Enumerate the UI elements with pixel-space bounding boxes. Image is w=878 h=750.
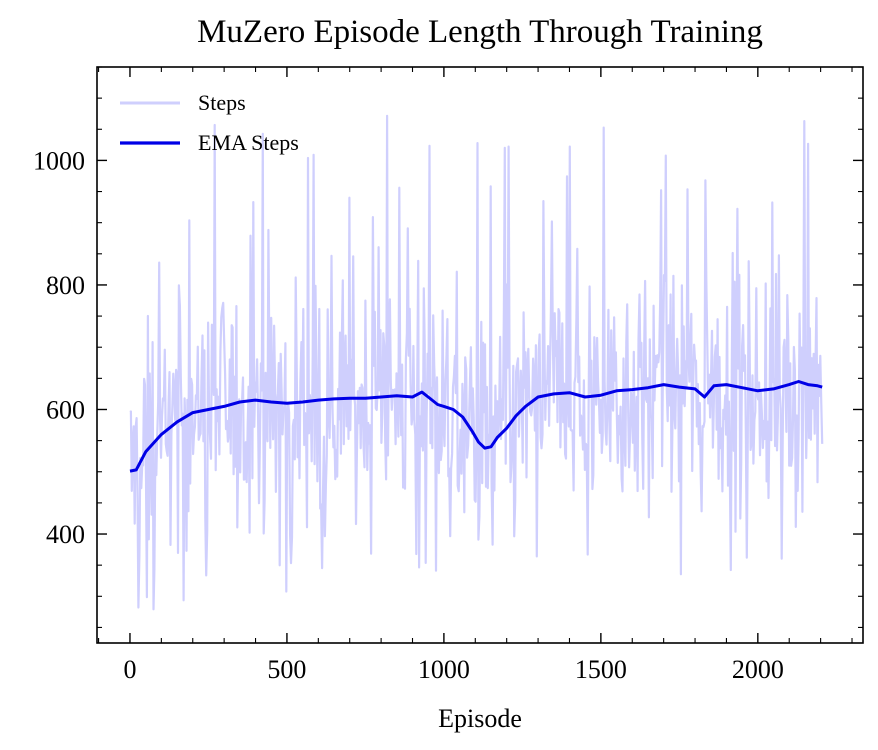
legend: Steps EMA Steps: [120, 90, 299, 155]
x-axis-label: Episode: [438, 704, 522, 733]
series-ema-steps-line: [129, 380, 823, 473]
legend-label: EMA Steps: [198, 130, 299, 155]
y-tick-label: 1000: [33, 146, 85, 175]
y-tick-label: 400: [46, 520, 85, 549]
chart-title: MuZero Episode Length Through Training: [197, 14, 763, 50]
series-steps-line: [129, 114, 824, 611]
x-tick-label: 2000: [732, 655, 784, 684]
x-tick-label: 500: [267, 655, 306, 684]
ticks-layer: 0 500 1000 1500 2000 400 600 800 1000: [33, 66, 863, 684]
x-tick-label: 0: [123, 655, 136, 684]
y-tick-label: 800: [46, 271, 85, 300]
y-tick-label: 600: [46, 395, 85, 424]
x-tick-label: 1000: [418, 655, 470, 684]
series-layer: [129, 114, 824, 611]
axes-frame: [96, 66, 864, 644]
legend-label: Steps: [198, 90, 246, 115]
x-tick-label: 1500: [575, 655, 627, 684]
